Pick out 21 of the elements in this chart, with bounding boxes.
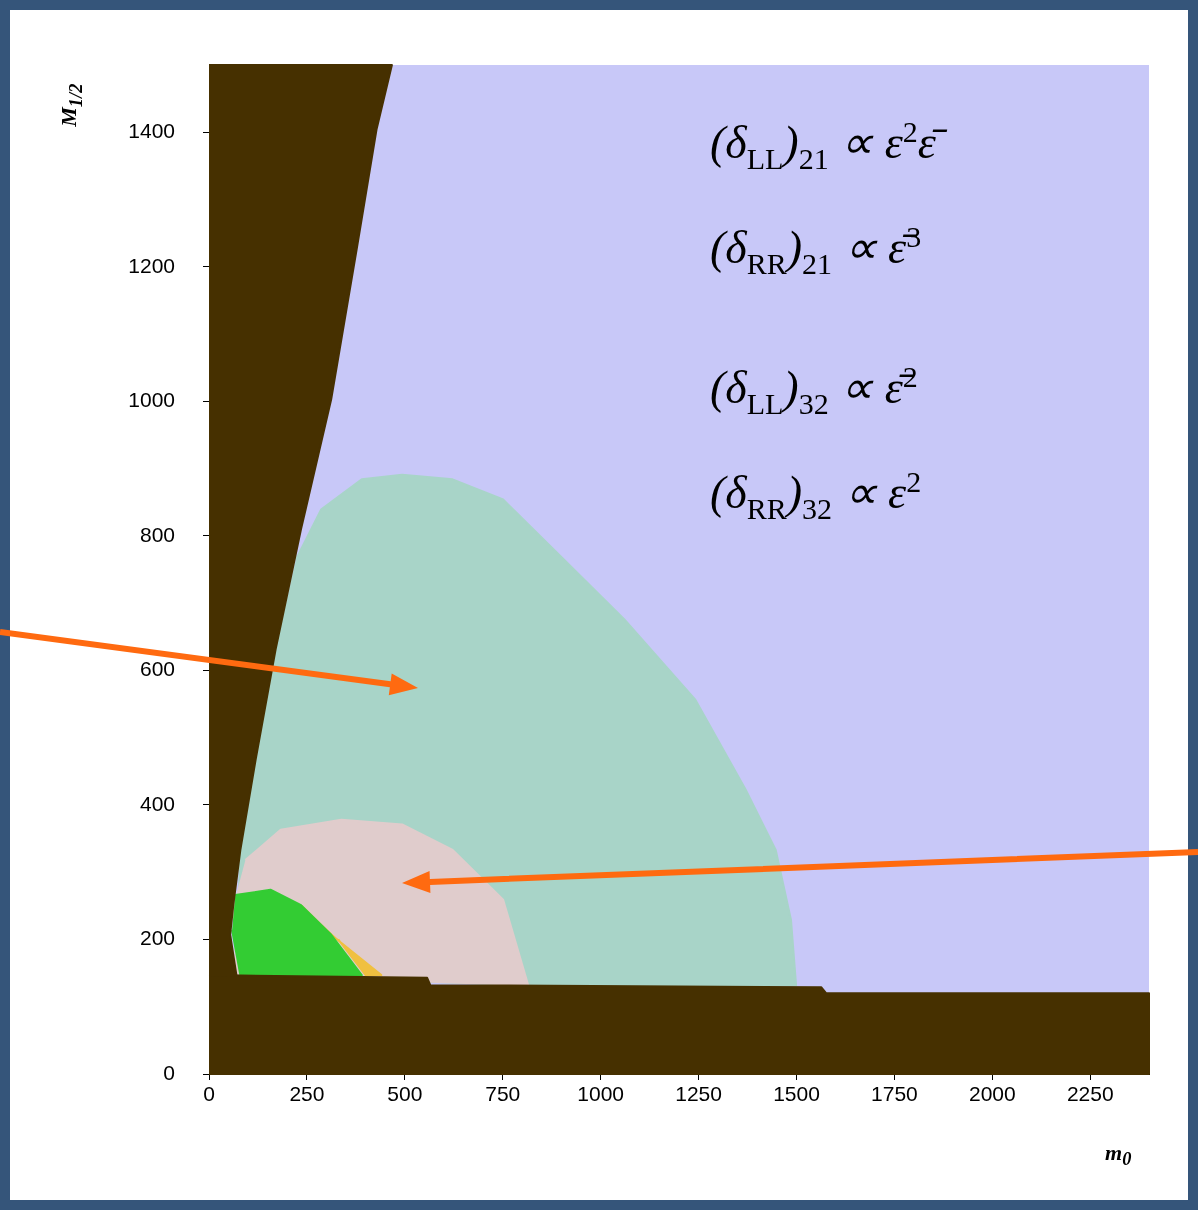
x-axis-title: m$_{0}$ <box>1105 1140 1132 1171</box>
y-tick-label: 0 <box>163 1060 175 1084</box>
x-tick-label: 1000 <box>577 1082 625 1106</box>
annotation: (δ$_{RR}$)$_{32}$ ∝ ε$^{2}$ <box>710 465 922 526</box>
y-tick-label: 800 <box>139 522 175 546</box>
x-tick-label: 750 <box>485 1082 521 1106</box>
x-tick-label: 0 <box>203 1082 215 1106</box>
x-tick-label: 2000 <box>968 1082 1016 1106</box>
y-tick-label: 600 <box>139 657 175 681</box>
y-tick-label: 400 <box>139 791 175 815</box>
y-tick-label: 1200 <box>128 253 175 277</box>
y-tick-label: 1400 <box>128 119 175 143</box>
y-tick-label: 200 <box>139 926 175 950</box>
x-tick-label: 1250 <box>675 1082 722 1106</box>
annotation: (δ$_{LL}$)$_{32}$ ∝ ε̄$^{2}$ <box>710 360 918 421</box>
x-tick-label: 2250 <box>1066 1082 1114 1106</box>
x-tick-label: 1500 <box>773 1082 820 1106</box>
x-tick-label: 1750 <box>871 1082 918 1106</box>
x-tick-label: 500 <box>387 1082 423 1106</box>
y-tick-label: 1000 <box>128 388 175 412</box>
x-tick-label: 250 <box>289 1082 325 1106</box>
